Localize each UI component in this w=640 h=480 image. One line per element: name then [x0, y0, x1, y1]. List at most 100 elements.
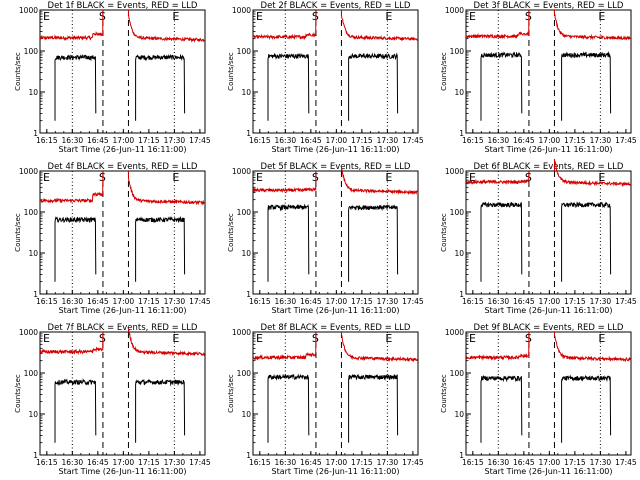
y-tick-label: 10	[28, 249, 38, 258]
y-tick-label: 1	[459, 451, 464, 460]
plot-frame	[39, 9, 206, 134]
x-tick-label: 17:30	[590, 136, 612, 145]
y-axis-label: Counts/sec	[227, 374, 235, 413]
x-tick-label: 17:15	[351, 297, 373, 306]
x-tick-label: 16:30	[62, 136, 84, 145]
x-tick-label: 17:00	[326, 136, 348, 145]
events-series-line	[267, 203, 310, 282]
y-tick-label: 100	[450, 47, 465, 56]
plot-frame	[39, 170, 206, 295]
x-tick-label: 16:30	[488, 297, 510, 306]
lld-series-line	[465, 9, 631, 41]
events-series-line	[54, 216, 97, 282]
x-axis-label: Start Time (26-Jun-11 16:11:00)	[272, 306, 400, 315]
x-tick-label: 17:15	[564, 458, 586, 467]
x-tick-label: 16:45	[300, 297, 322, 306]
detector-panel-9: Det 9f BLACK = Events, RED = LLD 1 10 100 10…	[440, 323, 637, 476]
events-series-line	[480, 51, 523, 121]
time-marker-e: E	[256, 171, 263, 184]
time-marker-e: E	[385, 332, 392, 345]
plot-frame	[465, 331, 632, 456]
x-axis-label: Start Time (26-Jun-11 16:11:00)	[59, 145, 187, 154]
y-tick-label: 1000	[19, 6, 38, 15]
x-tick-label: 16:15	[462, 297, 484, 306]
x-tick-label: 16:30	[488, 458, 510, 467]
y-axis-label: Counts/sec	[227, 52, 235, 91]
y-tick-label: 10	[454, 410, 464, 419]
time-marker-e: E	[469, 171, 476, 184]
events-series-line	[267, 373, 310, 443]
detector-panel-4: Det 4f BLACK = Events, RED = LLD 1 10 100 10…	[14, 162, 211, 315]
x-tick-label: 17:30	[377, 297, 399, 306]
plot-title: Det 6f BLACK = Events, RED = LLD	[474, 162, 624, 172]
y-tick-label: 1000	[445, 6, 464, 15]
events-series-line	[135, 379, 186, 443]
y-tick-label: 1000	[19, 328, 38, 337]
y-axis-label: Counts/sec	[14, 52, 22, 91]
x-tick-label: 17:00	[539, 136, 561, 145]
x-tick-label: 16:30	[62, 297, 84, 306]
events-series-line	[480, 201, 523, 282]
lld-series-line	[39, 328, 205, 357]
y-tick-label: 1	[33, 290, 38, 299]
x-axis-label: Start Time (26-Jun-11 16:11:00)	[485, 145, 613, 154]
plot-frame	[465, 9, 632, 134]
detector-panel-5: Det 5f BLACK = Events, RED = LLD 1 10 100 10…	[227, 162, 424, 315]
lld-series-line	[252, 167, 418, 196]
x-tick-label: 16:45	[87, 136, 109, 145]
plot-title: Det 7f BLACK = Events, RED = LLD	[48, 323, 198, 333]
detector-panel-3: Det 3f BLACK = Events, RED = LLD 1 10 100 10…	[440, 1, 637, 154]
events-series-line	[348, 203, 399, 282]
time-marker-e: E	[172, 171, 179, 184]
x-tick-label: 17:45	[402, 458, 424, 467]
y-tick-label: 1	[246, 451, 251, 460]
plot-title: Det 5f BLACK = Events, RED = LLD	[261, 162, 411, 172]
y-tick-label: 1	[459, 290, 464, 299]
x-tick-label: 16:45	[513, 136, 535, 145]
time-marker-e: E	[469, 332, 476, 345]
y-tick-label: 1000	[19, 167, 38, 176]
lld-series-line	[465, 158, 631, 188]
events-series-line	[135, 215, 186, 282]
plot-frame	[252, 170, 419, 295]
x-axis-label: Start Time (26-Jun-11 16:11:00)	[272, 145, 400, 154]
x-tick-label: 17:30	[377, 136, 399, 145]
x-tick-label: 17:30	[590, 297, 612, 306]
lld-series-line	[252, 331, 418, 363]
x-axis-label: Start Time (26-Jun-11 16:11:00)	[485, 306, 613, 315]
time-marker-e: E	[598, 171, 605, 184]
x-tick-label: 17:00	[113, 136, 135, 145]
x-tick-label: 17:15	[564, 297, 586, 306]
x-tick-label: 17:45	[615, 458, 637, 467]
x-tick-label: 16:15	[249, 297, 271, 306]
events-series-line	[54, 378, 97, 443]
x-tick-label: 16:45	[87, 458, 109, 467]
events-series-line	[561, 50, 612, 121]
plot-title: Det 8f BLACK = Events, RED = LLD	[261, 323, 411, 333]
plot-frame	[465, 170, 632, 295]
x-axis-label: Start Time (26-Jun-11 16:11:00)	[485, 467, 613, 476]
time-marker-e: E	[172, 10, 179, 23]
detector-panel-6: Det 6f BLACK = Events, RED = LLD 1 10 100 10…	[440, 158, 637, 315]
x-tick-label: 17:45	[402, 297, 424, 306]
plot-title: Det 9f BLACK = Events, RED = LLD	[474, 323, 624, 333]
x-tick-label: 17:15	[138, 297, 160, 306]
y-tick-label: 1000	[445, 328, 464, 337]
x-tick-label: 17:00	[113, 297, 135, 306]
x-tick-label: 16:45	[87, 297, 109, 306]
x-tick-label: 16:15	[36, 458, 58, 467]
x-axis-label: Start Time (26-Jun-11 16:11:00)	[59, 306, 187, 315]
x-tick-label: 17:30	[164, 458, 186, 467]
x-tick-label: 17:45	[189, 297, 211, 306]
time-marker-e: E	[256, 332, 263, 345]
y-tick-label: 100	[237, 369, 252, 378]
y-tick-label: 100	[450, 208, 465, 217]
y-tick-label: 1000	[232, 328, 251, 337]
x-tick-label: 17:00	[326, 297, 348, 306]
x-tick-label: 16:15	[462, 458, 484, 467]
x-tick-label: 16:15	[36, 297, 58, 306]
y-axis-label: Counts/sec	[14, 374, 22, 413]
y-axis-label: Counts/sec	[440, 374, 448, 413]
y-tick-label: 10	[241, 88, 251, 97]
events-series-line	[561, 201, 612, 282]
